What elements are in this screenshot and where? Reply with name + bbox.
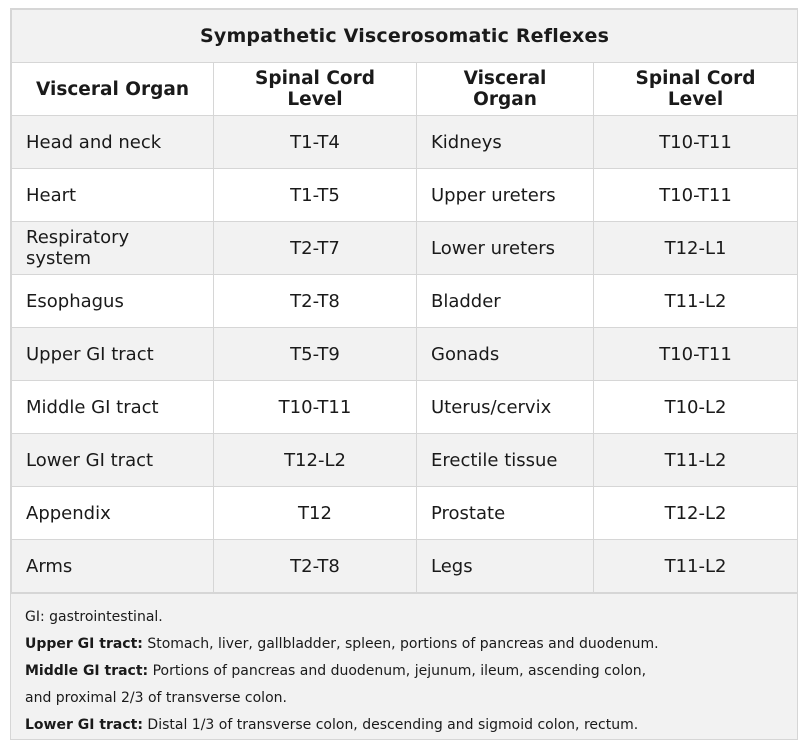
- cell-spinal-cord-level: T11-L2: [592, 539, 799, 593]
- table-row: Appendix T12 Prostate T12-L2: [11, 486, 799, 540]
- table-row: Heart T1-T5 Upper ureters T10-T11: [11, 168, 799, 222]
- cell-spinal-cord-level: T2-T8: [213, 274, 417, 328]
- cell-spinal-cord-level: T1-T4: [213, 115, 417, 169]
- cell-visceral-organ: Uterus/cervix: [416, 380, 594, 434]
- cell-visceral-organ: Arms: [11, 539, 214, 593]
- column-header-visceral-organ: Visceral Organ: [11, 62, 214, 116]
- reflex-table-container: Sympathetic Viscerosomatic Reflexes Visc…: [10, 8, 799, 740]
- cell-spinal-cord-level: T1-T5: [213, 168, 417, 222]
- cell-spinal-cord-level: T10-T11: [592, 168, 799, 222]
- cell-visceral-organ: Respiratory system: [11, 221, 214, 275]
- cell-visceral-organ: Upper ureters: [416, 168, 594, 222]
- table-row: Middle GI tract T10-T11 Uterus/cervix T10-L…: [11, 380, 799, 434]
- cell-visceral-organ: Esophagus: [11, 274, 214, 328]
- footnote-upper-gi-label: Upper GI tract:: [25, 636, 143, 652]
- cell-spinal-cord-level: T10-T11: [592, 327, 799, 381]
- footnote-middle-gi-label: Middle GI tract:: [25, 663, 149, 679]
- cell-spinal-cord-level: T5-T9: [213, 327, 417, 381]
- footnote-middle-gi: Middle GI tract: Portions of pancreas an…: [25, 658, 783, 685]
- cell-spinal-cord-level: T12-L1: [592, 221, 799, 275]
- cell-spinal-cord-level: T12-L2: [213, 433, 417, 487]
- footnote-gi: GI: gastrointestinal.: [25, 609, 163, 625]
- cell-spinal-cord-level: T11-L2: [592, 274, 799, 328]
- cell-visceral-organ: Legs: [416, 539, 594, 593]
- footnote-upper-gi-text: Stomach, liver, gallbladder, spleen, por…: [142, 636, 659, 652]
- cell-visceral-organ: Lower ureters: [416, 221, 594, 275]
- cell-visceral-organ: Lower GI tract: [11, 433, 214, 487]
- cell-spinal-cord-level: T11-L2: [592, 433, 799, 487]
- footnote-lower-gi-label: Lower GI tract:: [25, 717, 143, 733]
- footnote-lower-gi: Lower GI tract: Distal 1/3 of transverse…: [25, 712, 783, 739]
- table-row: Upper GI tract T5-T9 Gonads T10-T11: [11, 327, 799, 381]
- footnote-middle-gi-continued: and proximal 2/3 of transverse colon.: [25, 690, 287, 706]
- column-header-spinal-cord-level: Spinal Cord Level: [592, 62, 799, 116]
- footnote-middle-gi-text: Portions of pancreas and duodenum, jejun…: [148, 663, 647, 679]
- cell-spinal-cord-level: T12: [213, 486, 417, 540]
- table-body: Head and neck T1-T4 Kidneys T10-T11 Heart T1-…: [11, 115, 799, 593]
- table-title: Sympathetic Viscerosomatic Reflexes: [10, 9, 799, 63]
- table-row: Respiratory system T2-T7 Lower ureters T12-…: [11, 221, 799, 275]
- cell-visceral-organ: Prostate: [416, 486, 594, 540]
- column-header-spinal-cord-level: Spinal Cord Level: [213, 62, 417, 116]
- column-header-visceral-organ: Visceral Organ: [416, 62, 594, 116]
- table-footnotes: GI: gastrointestinal. Upper GI tract: St…: [11, 593, 797, 739]
- cell-spinal-cord-level: T2-T8: [213, 539, 417, 593]
- footnote-lower-gi-text: Distal 1/3 of transverse colon, descendi…: [142, 717, 639, 733]
- cell-visceral-organ: Middle GI tract: [11, 380, 214, 434]
- cell-visceral-organ: Gonads: [416, 327, 594, 381]
- cell-spinal-cord-level: T10-T11: [592, 115, 799, 169]
- cell-visceral-organ: Appendix: [11, 486, 214, 540]
- cell-visceral-organ: Heart: [11, 168, 214, 222]
- table-row: Arms T2-T8 Legs T11-L2: [11, 539, 799, 593]
- cell-spinal-cord-level: T12-L2: [592, 486, 799, 540]
- table-row: Head and neck T1-T4 Kidneys T10-T11: [11, 115, 799, 169]
- reflex-table: Sympathetic Viscerosomatic Reflexes Visc…: [10, 9, 799, 593]
- cell-visceral-organ: Erectile tissue: [416, 433, 594, 487]
- table-row: Esophagus T2-T8 Bladder T11-L2: [11, 274, 799, 328]
- cell-spinal-cord-level: T2-T7: [213, 221, 417, 275]
- cell-visceral-organ: Upper GI tract: [11, 327, 214, 381]
- table-row: Lower GI tract T12-L2 Erectile tissue T11-L…: [11, 433, 799, 487]
- cell-spinal-cord-level: T10-T11: [213, 380, 417, 434]
- cell-visceral-organ: Head and neck: [11, 115, 214, 169]
- cell-visceral-organ: Kidneys: [416, 115, 594, 169]
- footnote-upper-gi: Upper GI tract: Stomach, liver, gallblad…: [25, 631, 783, 658]
- cell-spinal-cord-level: T10-L2: [592, 380, 799, 434]
- cell-visceral-organ: Bladder: [416, 274, 594, 328]
